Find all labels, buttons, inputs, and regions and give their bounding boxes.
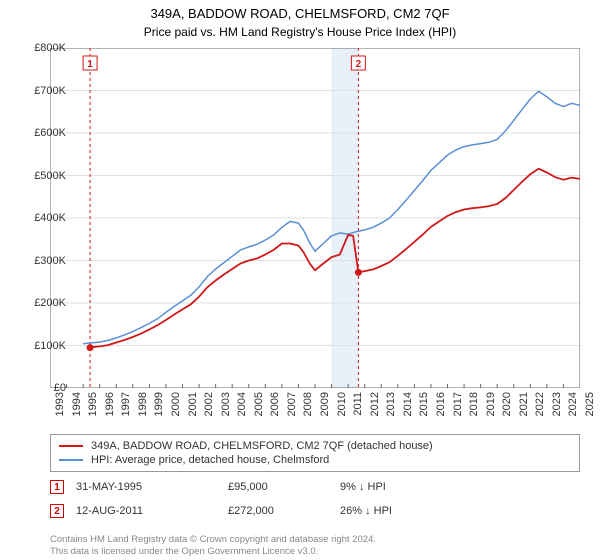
x-tick-label: 2025 — [584, 392, 596, 416]
x-tick-label: 2001 — [187, 392, 199, 416]
x-tick-label: 2010 — [336, 392, 348, 416]
legend-label: 349A, BADDOW ROAD, CHELMSFORD, CM2 7QF (… — [91, 440, 433, 452]
x-tick-label: 2000 — [170, 392, 182, 416]
x-tick-label: 2014 — [402, 392, 414, 416]
x-tick-label: 1994 — [71, 392, 83, 416]
x-tick-label: 2013 — [385, 392, 397, 416]
legend: 349A, BADDOW ROAD, CHELMSFORD, CM2 7QF (… — [50, 434, 580, 472]
x-tick-label: 2006 — [269, 392, 281, 416]
legend-swatch — [59, 445, 83, 447]
sale-marker-icon: 2 — [50, 504, 64, 518]
x-tick-label: 2011 — [352, 392, 364, 416]
x-tick-label: 2020 — [501, 392, 513, 416]
x-tick-label: 1993 — [54, 392, 66, 416]
sale-pct: 26% ↓ HPI — [340, 505, 460, 517]
sale-row: 2 12-AUG-2011 £272,000 26% ↓ HPI — [50, 504, 580, 518]
chart-subtitle: Price paid vs. HM Land Registry's House … — [0, 21, 600, 45]
x-tick-label: 2022 — [534, 392, 546, 416]
x-tick-label: 2003 — [220, 392, 232, 416]
x-tick-label: 2005 — [253, 392, 265, 416]
svg-text:1: 1 — [87, 59, 93, 70]
footer-line: Contains HM Land Registry data © Crown c… — [50, 534, 580, 546]
sale-row: 1 31-MAY-1995 £95,000 9% ↓ HPI — [50, 480, 580, 494]
sale-price: £95,000 — [228, 481, 328, 493]
y-tick-label: £300K — [34, 255, 66, 267]
x-tick-label: 2007 — [286, 392, 298, 416]
x-tick-label: 1995 — [87, 392, 99, 416]
y-tick-label: £100K — [34, 340, 66, 352]
sale-marker-icon: 1 — [50, 480, 64, 494]
x-tick-label: 2012 — [369, 392, 381, 416]
x-tick-label: 2008 — [302, 392, 314, 416]
x-tick-label: 2015 — [418, 392, 430, 416]
legend-swatch — [59, 459, 83, 461]
legend-item: 349A, BADDOW ROAD, CHELMSFORD, CM2 7QF (… — [59, 439, 571, 453]
sale-pct: 9% ↓ HPI — [340, 481, 460, 493]
x-tick-label: 2002 — [203, 392, 215, 416]
chart-area: 12 — [50, 48, 580, 388]
x-tick-label: 2023 — [551, 392, 563, 416]
x-tick-label: 2004 — [236, 392, 248, 416]
sale-date: 31-MAY-1995 — [76, 481, 216, 493]
x-tick-label: 2018 — [468, 392, 480, 416]
x-tick-label: 2024 — [567, 392, 579, 416]
chart-svg: 12 — [50, 48, 580, 388]
x-tick-label: 1998 — [137, 392, 149, 416]
chart-title: 349A, BADDOW ROAD, CHELMSFORD, CM2 7QF — [0, 0, 600, 21]
x-tick-label: 2019 — [485, 392, 497, 416]
x-tick-label: 1997 — [120, 392, 132, 416]
svg-text:2: 2 — [356, 59, 362, 70]
y-tick-label: £700K — [34, 85, 66, 97]
legend-item: HPI: Average price, detached house, Chel… — [59, 453, 571, 467]
x-tick-label: 2021 — [518, 392, 530, 416]
footer-line: This data is licensed under the Open Gov… — [50, 546, 580, 558]
x-tick-label: 1999 — [153, 392, 165, 416]
x-tick-label: 2016 — [435, 392, 447, 416]
sale-date: 12-AUG-2011 — [76, 505, 216, 517]
footer-attribution: Contains HM Land Registry data © Crown c… — [50, 534, 580, 558]
y-tick-label: £500K — [34, 170, 66, 182]
x-tick-label: 2017 — [452, 392, 464, 416]
y-tick-label: £600K — [34, 127, 66, 139]
x-tick-label: 1996 — [104, 392, 116, 416]
y-tick-label: £400K — [34, 212, 66, 224]
legend-label: HPI: Average price, detached house, Chel… — [91, 454, 329, 466]
y-tick-label: £200K — [34, 297, 66, 309]
y-tick-label: £800K — [34, 42, 66, 54]
sale-price: £272,000 — [228, 505, 328, 517]
chart-container: 349A, BADDOW ROAD, CHELMSFORD, CM2 7QF P… — [0, 0, 600, 560]
x-tick-label: 2009 — [319, 392, 331, 416]
